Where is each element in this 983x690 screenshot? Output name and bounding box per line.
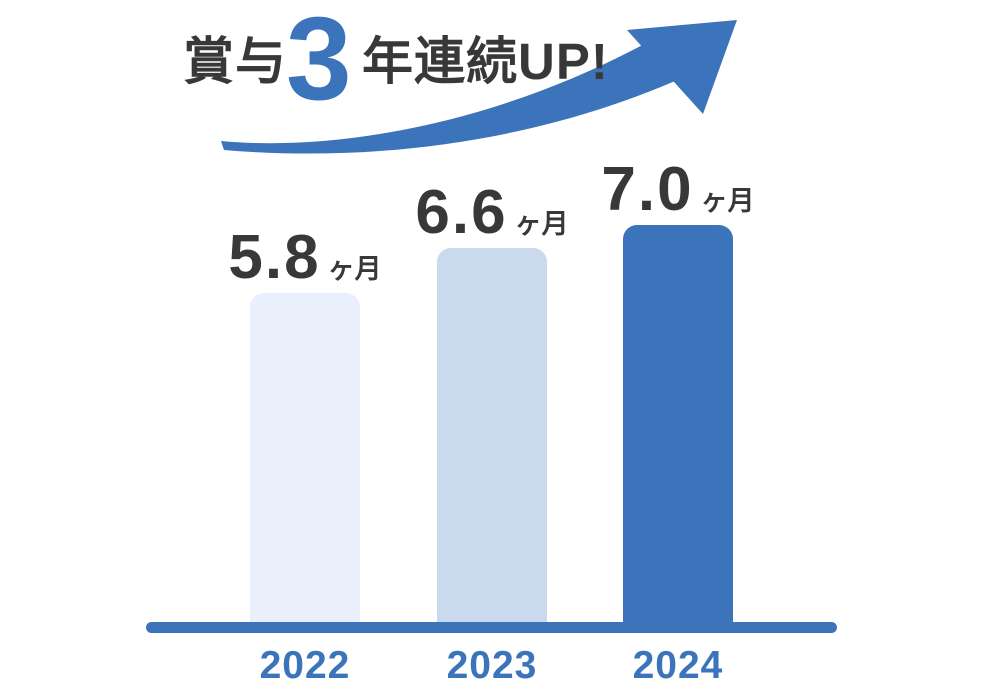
arrow-head bbox=[627, 20, 737, 114]
x-tick-2022: 2022 bbox=[259, 644, 351, 687]
title-suffix: 年連続UP! bbox=[362, 33, 609, 90]
bar-group-2023: 6.6 ヶ月 bbox=[415, 182, 569, 623]
value-label-2022: 5.8 ヶ月 bbox=[228, 227, 381, 289]
x-axis-line bbox=[146, 622, 837, 633]
value-label-2023: 6.6 ヶ月 bbox=[415, 182, 568, 244]
x-tick-2024: 2024 bbox=[632, 644, 724, 687]
value-unit: ヶ月 bbox=[700, 186, 755, 216]
value-number: 5.8 bbox=[228, 223, 321, 292]
bar-group-2022: 5.8 ヶ月 bbox=[228, 227, 382, 623]
value-number: 6.6 bbox=[415, 178, 508, 247]
value-unit: ヶ月 bbox=[327, 254, 382, 284]
value-number: 7.0 bbox=[601, 155, 694, 224]
x-tick-2023: 2023 bbox=[446, 644, 538, 687]
bar-group-2024: 7.0 ヶ月 bbox=[601, 159, 755, 623]
title-prefix: 賞与 bbox=[183, 33, 288, 90]
value-unit: ヶ月 bbox=[514, 209, 569, 239]
value-label-2024: 7.0 ヶ月 bbox=[601, 159, 754, 221]
bar-2024 bbox=[623, 225, 733, 623]
title-highlight-number: 3 bbox=[286, 0, 352, 125]
bar-2023 bbox=[437, 248, 547, 623]
bar-2022 bbox=[250, 293, 360, 623]
